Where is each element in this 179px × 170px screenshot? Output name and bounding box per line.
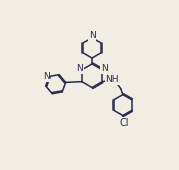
- Text: Cl: Cl: [119, 118, 129, 128]
- Text: N: N: [43, 72, 50, 81]
- Text: NH: NH: [105, 75, 119, 84]
- Text: N: N: [101, 64, 108, 73]
- Text: N: N: [89, 31, 95, 40]
- Text: N: N: [76, 64, 83, 73]
